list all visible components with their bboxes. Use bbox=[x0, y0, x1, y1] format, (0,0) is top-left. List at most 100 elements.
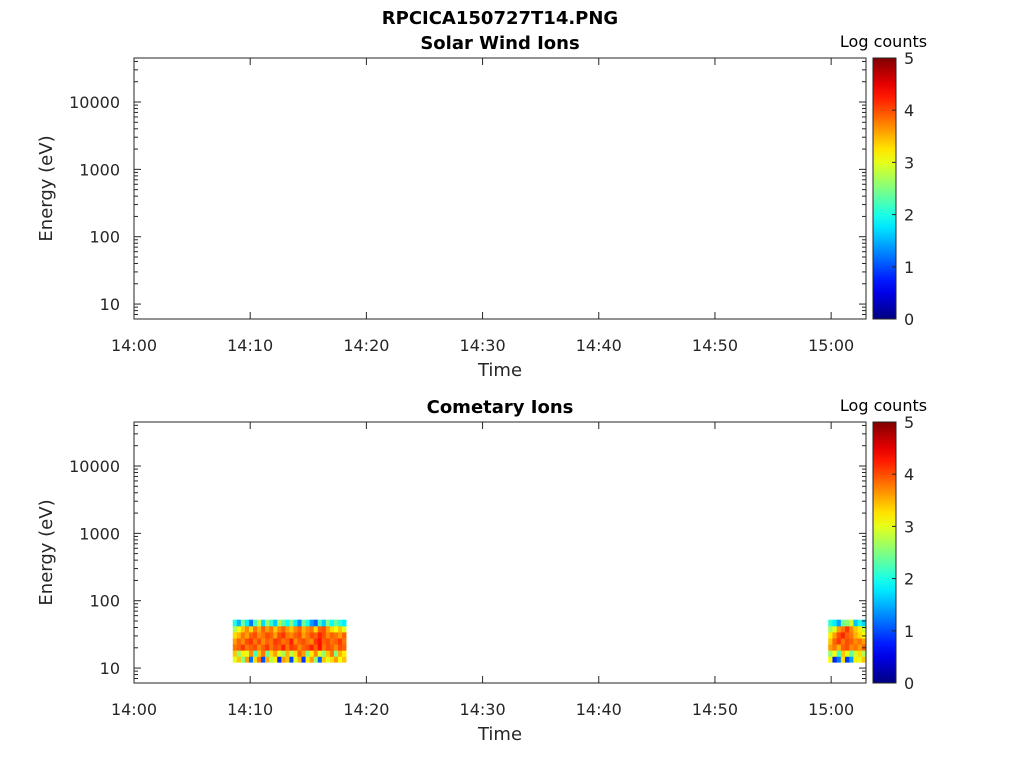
spectrogram-cell bbox=[342, 625, 347, 633]
spectrogram-cell bbox=[269, 656, 274, 663]
spectrogram-cell bbox=[313, 650, 319, 657]
spectrogram-cell bbox=[248, 650, 254, 657]
spectrogram-cell bbox=[333, 625, 339, 633]
spectrogram-cell bbox=[329, 650, 335, 657]
spectrogram-cell bbox=[265, 625, 270, 633]
spectrogram-cell bbox=[301, 656, 306, 663]
spectrogram-cell bbox=[857, 638, 863, 645]
spectrogram-cell bbox=[248, 638, 254, 645]
spectrogram-cell bbox=[828, 644, 833, 651]
axis-title: Cometary Ions bbox=[427, 397, 574, 418]
spectrogram-cell bbox=[861, 625, 867, 633]
spectrogram-cell bbox=[849, 619, 854, 627]
x-tick-label: 14:10 bbox=[227, 336, 273, 355]
spectrogram-cell bbox=[240, 650, 246, 657]
spectrogram-cell bbox=[277, 619, 282, 627]
y-tick-label: 1000 bbox=[79, 524, 120, 543]
spectrogram-cell bbox=[257, 625, 262, 633]
x-tick-label: 14:50 bbox=[692, 336, 738, 355]
spectrogram-cell bbox=[248, 656, 254, 663]
spectrogram-cell bbox=[261, 631, 266, 639]
spectrogram-cell bbox=[244, 644, 250, 651]
spectrogram-cell bbox=[252, 631, 258, 639]
spectrogram-cell bbox=[289, 656, 294, 663]
spectrogram-cell bbox=[236, 625, 242, 633]
spectrogram-cell bbox=[342, 650, 347, 657]
spectrogram-cell bbox=[317, 656, 323, 663]
y-tick-label: 10000 bbox=[69, 93, 120, 112]
x-tick-label: 15:00 bbox=[808, 700, 854, 719]
panel-solar-wind-ions: Solar Wind Ions 14:00 14:10 14:20 14:30 14:40… bbox=[36, 32, 927, 381]
colorbar-tick-label: 2 bbox=[904, 570, 914, 589]
spectrogram-cell bbox=[244, 625, 250, 633]
spectrogram-cell bbox=[301, 631, 306, 639]
spectrogram-cell bbox=[236, 631, 242, 639]
spectrogram-cell bbox=[828, 638, 833, 645]
spectrogram-cell bbox=[236, 638, 242, 645]
x-tick-label: 14:20 bbox=[343, 700, 389, 719]
x-tick-label: 14:10 bbox=[227, 700, 273, 719]
spectrogram-cell bbox=[236, 619, 242, 627]
spectrogram-cell bbox=[305, 638, 311, 645]
spectrogram-cell bbox=[248, 619, 254, 627]
spectrogram-cell bbox=[289, 650, 294, 657]
spectrogram-cell bbox=[309, 638, 315, 645]
spectrogram-cell bbox=[337, 644, 343, 651]
spectrogram-cell bbox=[273, 631, 278, 639]
colorbar-tick-label: 0 bbox=[904, 674, 914, 693]
spectrogram-cell bbox=[845, 638, 850, 645]
spectrogram-cell bbox=[257, 619, 262, 627]
spectrogram-cell bbox=[305, 619, 311, 627]
spectrogram-cell bbox=[261, 644, 266, 651]
spectrogram-cell bbox=[285, 631, 290, 639]
spectrogram-cell bbox=[857, 625, 863, 633]
y-tick-label: 10000 bbox=[69, 457, 120, 476]
spectrogram-cell bbox=[305, 656, 311, 663]
spectrogram-cell bbox=[269, 650, 274, 657]
spectrogram-cell bbox=[840, 650, 846, 657]
spectrogram-cell bbox=[849, 631, 854, 639]
spectrogram-cell bbox=[293, 644, 298, 651]
spectrogram-cell bbox=[289, 625, 294, 633]
spectrogram-cell bbox=[325, 631, 331, 639]
spectrogram-cell bbox=[240, 644, 246, 651]
spectrogram-cell bbox=[293, 631, 298, 639]
colorbar-tick-label: 1 bbox=[904, 258, 914, 277]
spectrogram-cell bbox=[329, 638, 335, 645]
spectrogram-cell bbox=[281, 619, 286, 627]
spectrogram-cell bbox=[285, 625, 290, 633]
x-axis-label: Time bbox=[477, 724, 522, 745]
spectrogram-cell bbox=[273, 638, 278, 645]
spectrogram-cell bbox=[244, 650, 250, 657]
spectrogram-cell bbox=[329, 644, 335, 651]
x-tick-label: 14:00 bbox=[111, 336, 157, 355]
spectrogram-cell bbox=[240, 656, 246, 663]
spectrogram-cell bbox=[337, 625, 343, 633]
spectrogram-cell bbox=[861, 650, 867, 657]
spectrogram-cell bbox=[849, 650, 854, 657]
spectrogram-cell bbox=[248, 631, 254, 639]
colorbar-tick-label: 0 bbox=[904, 310, 914, 329]
spectrogram-cell bbox=[277, 631, 282, 639]
x-tick-label: 14:00 bbox=[111, 700, 157, 719]
spectrogram-cell bbox=[832, 638, 838, 645]
spectrogram-cell bbox=[309, 625, 315, 633]
spectrogram-cell bbox=[309, 631, 315, 639]
x-tick-label: 14:30 bbox=[460, 700, 506, 719]
spectrogram-cell bbox=[261, 625, 266, 633]
spectrogram-cell bbox=[329, 619, 335, 627]
spectrogram-cell bbox=[309, 656, 315, 663]
spectrogram-cell bbox=[857, 644, 863, 651]
spectrogram-cell bbox=[248, 625, 254, 633]
spectrogram-cell bbox=[317, 638, 323, 645]
spectrogram-cell bbox=[277, 644, 282, 651]
spectrogram-cell bbox=[317, 625, 323, 633]
spectrogram-cell bbox=[301, 644, 306, 651]
spectrogram-cell bbox=[337, 650, 343, 657]
spectrogram-cell bbox=[277, 625, 282, 633]
spectrogram-cell bbox=[321, 656, 327, 663]
spectrogram-cell bbox=[297, 619, 302, 627]
spectrogram-cell bbox=[849, 638, 854, 645]
spectrogram-cell bbox=[257, 656, 262, 663]
